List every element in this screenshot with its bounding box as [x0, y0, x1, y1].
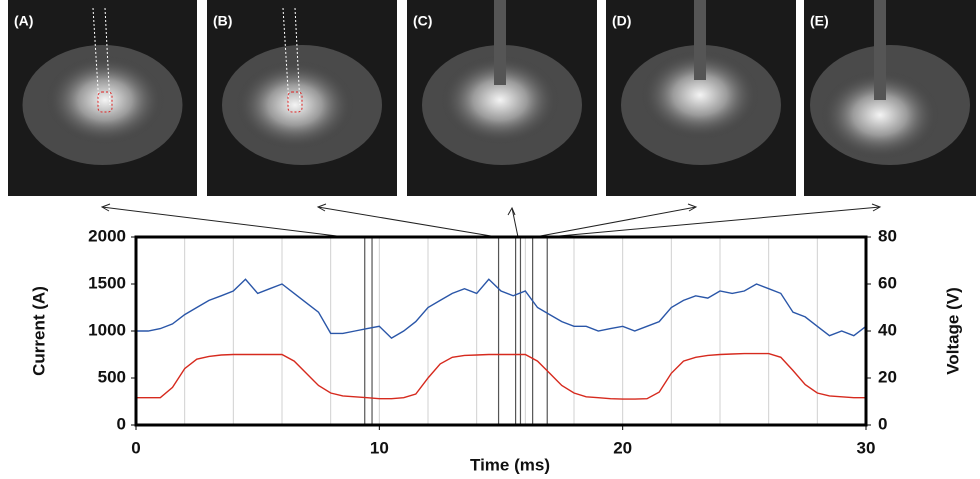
y-tick-label: 1500 — [88, 273, 126, 292]
droplet-outline — [287, 91, 303, 113]
arc-glow — [640, 50, 760, 140]
x-tick-label: 30 — [857, 438, 876, 457]
arc-glow — [820, 70, 940, 160]
plot-frame — [134, 235, 868, 427]
panel-label: (B) — [213, 13, 232, 29]
arrows — [100, 203, 882, 238]
y2-tick-label: 20 — [878, 367, 897, 386]
panel-label: (E) — [810, 13, 829, 29]
droplet-outline — [97, 91, 113, 113]
electrode — [494, 0, 506, 85]
panel-label: (C) — [413, 13, 432, 29]
arc-glow — [45, 55, 165, 145]
electrode-outline — [92, 7, 111, 106]
y-axis-label: Current (A) — [29, 286, 48, 376]
y2-tick-label: 40 — [878, 320, 897, 339]
series-line — [136, 352, 866, 400]
arc-glow — [235, 60, 355, 150]
y2-axis-label: Voltage (V) — [943, 287, 962, 375]
electrode — [694, 0, 706, 80]
x-tick-label: 0 — [131, 438, 140, 457]
panel-label: (A) — [14, 13, 33, 29]
image-panels: (A) (B) (C) (D) (E) — [8, 0, 976, 196]
arc-glow — [440, 55, 560, 145]
y-tick-label: 500 — [98, 367, 126, 386]
electrode-outline — [282, 7, 301, 106]
y2-tick-label: 60 — [878, 273, 897, 292]
y2-tick-label: 80 — [878, 226, 897, 245]
electrode — [874, 0, 886, 100]
panel-label: (D) — [612, 13, 631, 29]
x-tick-label: 10 — [370, 438, 389, 457]
x-tick-label: 20 — [613, 438, 632, 457]
y-tick-label: 1000 — [88, 320, 126, 339]
y2-tick-label: 0 — [878, 414, 887, 433]
series-line — [136, 278, 867, 339]
y-tick-label: 2000 — [88, 226, 126, 245]
x-axis-label: Time (ms) — [470, 455, 550, 474]
y-tick-label: 0 — [117, 414, 126, 433]
